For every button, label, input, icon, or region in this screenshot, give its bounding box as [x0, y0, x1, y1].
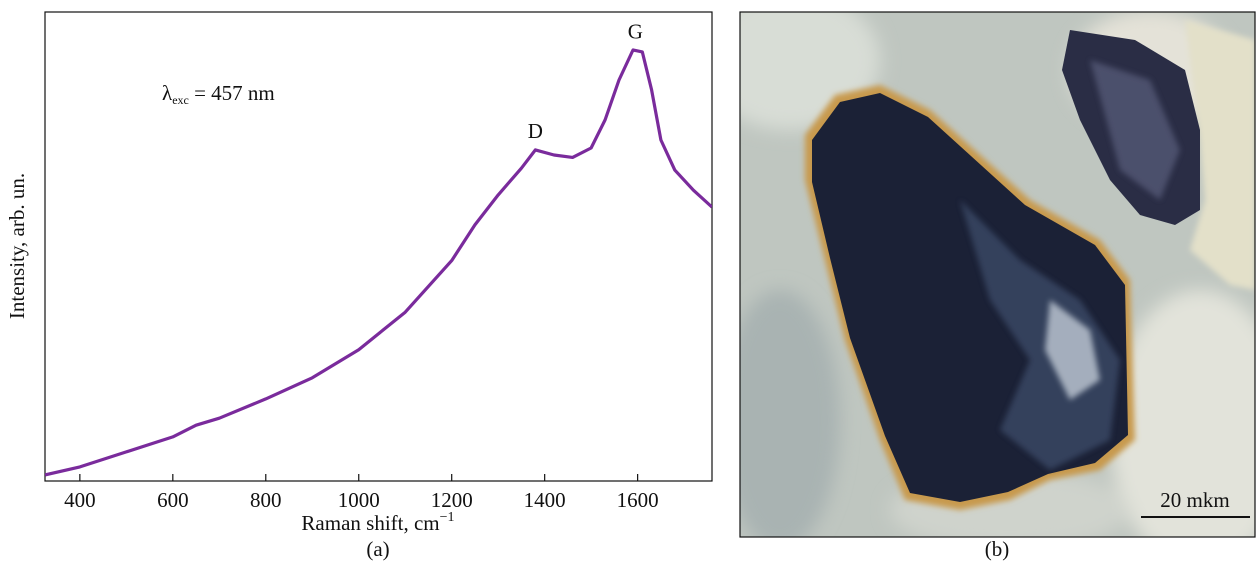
spectrum-line	[45, 48, 712, 477]
photo-frame	[739, 11, 1256, 538]
x-axis-label-text: Raman shift, cm	[301, 511, 439, 535]
plot-area	[44, 11, 713, 482]
x-tick-label: 400	[64, 488, 96, 512]
annotation-text: = 457 nm	[189, 81, 275, 105]
x-tick-label: 800	[250, 488, 282, 512]
x-tick-label: 1600	[617, 488, 659, 512]
x-tick-label: 600	[157, 488, 189, 512]
plot-frame	[44, 11, 713, 482]
x-tick-label: 1200	[431, 488, 473, 512]
annotation: λexc = 457 nm	[162, 81, 275, 107]
y-axis-label: Intensity, arb. un.	[5, 173, 29, 319]
annotation-sub: exc	[172, 93, 189, 107]
x-axis-label-sup: −1	[440, 510, 455, 525]
x-tick-label: 1000	[338, 488, 380, 512]
peak-label: D	[528, 119, 543, 143]
photo: 20 mkm	[740, 12, 1255, 537]
caption-b: (b)	[985, 537, 1010, 561]
caption-a: (a)	[366, 537, 389, 561]
x-tick-label: 1400	[524, 488, 566, 512]
peak-label: G	[628, 19, 643, 43]
scale-bar-label: 20 mkm	[1160, 488, 1229, 512]
x-axis-label: Raman shift, cm−1	[301, 510, 454, 535]
annotation-symbol: λ	[162, 81, 173, 105]
